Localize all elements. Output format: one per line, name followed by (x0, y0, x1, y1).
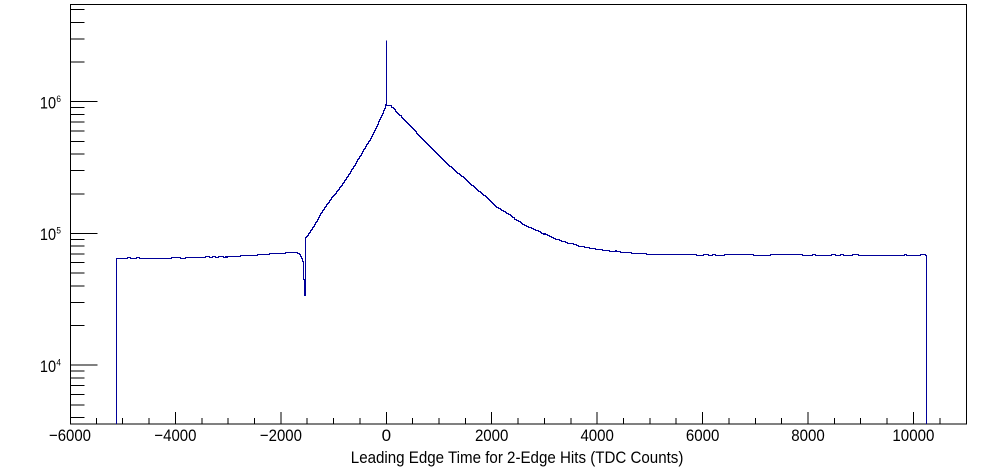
svg-text:10000: 10000 (892, 426, 934, 445)
svg-text:Leading Edge Time for 2-Edge H: Leading Edge Time for 2-Edge Hits (TDC C… (351, 448, 684, 467)
svg-text:−6000: −6000 (49, 426, 91, 445)
svg-text:10: 10 (40, 357, 56, 376)
svg-text:2000: 2000 (475, 426, 509, 445)
svg-text:5: 5 (56, 226, 61, 237)
svg-text:4000: 4000 (580, 426, 614, 445)
svg-text:0: 0 (382, 426, 391, 445)
svg-text:8000: 8000 (791, 426, 825, 445)
svg-text:−2000: −2000 (260, 426, 302, 445)
svg-text:10: 10 (40, 225, 56, 244)
svg-text:6000: 6000 (686, 426, 720, 445)
svg-text:−4000: −4000 (154, 426, 196, 445)
svg-text:10: 10 (40, 94, 56, 113)
svg-text:4: 4 (56, 357, 61, 368)
svg-text:6: 6 (56, 94, 61, 105)
